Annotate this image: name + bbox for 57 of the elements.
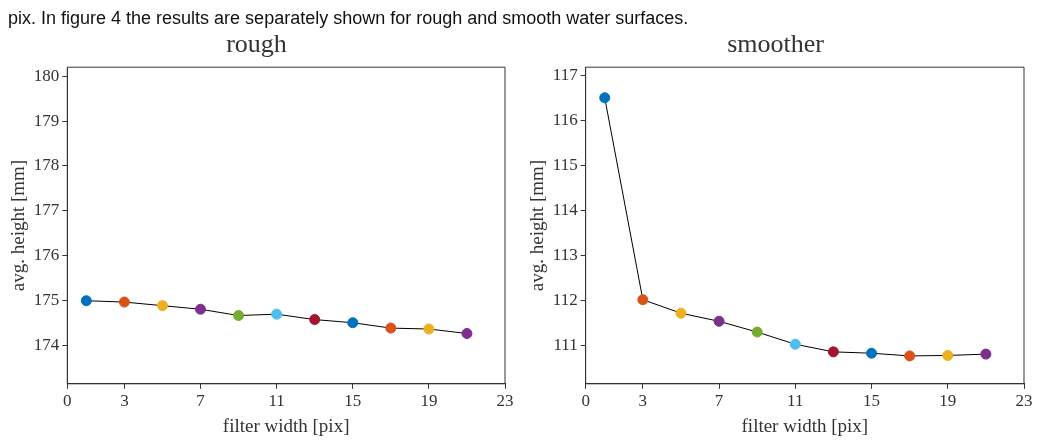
x-tick-label: 3 <box>120 391 129 411</box>
point <box>675 307 687 319</box>
x-tick-label: 23 <box>1015 391 1033 411</box>
point <box>118 296 130 308</box>
y-tick-label: 116 <box>552 109 578 129</box>
y-tick-label: 117 <box>552 64 579 84</box>
x-tick-label: 11 <box>787 391 804 411</box>
x-tick-label: 0 <box>581 391 590 411</box>
x-tick-label: 23 <box>496 391 514 411</box>
x-tick-label: 11 <box>268 391 285 411</box>
y-tick-label: 115 <box>552 154 578 174</box>
point <box>195 303 207 315</box>
y-tick-label: 111 <box>553 334 578 354</box>
text: pix. In figure 4 the results are separately shown for rough and smooth water surfaces. <box>8 8 690 28</box>
x-tick-label: 7 <box>196 391 206 411</box>
point <box>942 349 954 361</box>
chart-title: rough <box>226 29 287 59</box>
y-tick-label: 179 <box>33 110 60 130</box>
point <box>423 323 435 335</box>
point <box>156 300 168 312</box>
y-tick-label: 180 <box>33 65 60 85</box>
point <box>827 346 839 358</box>
x-tick-label: 19 <box>420 391 438 411</box>
y-axis-title: avg. height [mm] <box>7 159 29 292</box>
y-tick-label: 175 <box>33 290 60 310</box>
point <box>866 347 878 359</box>
point <box>309 314 321 326</box>
x-tick-label: 19 <box>939 391 957 411</box>
x-tick-label: 3 <box>638 391 648 411</box>
y-tick-label: 112 <box>552 289 578 309</box>
point <box>637 294 649 306</box>
x-tick-label: 15 <box>344 391 362 411</box>
point <box>904 350 916 362</box>
point <box>233 310 245 322</box>
y-tick-label: 176 <box>33 245 60 265</box>
point <box>271 308 283 320</box>
x-tick-label: 0 <box>63 391 72 411</box>
point <box>599 92 611 104</box>
point <box>347 317 359 329</box>
point <box>461 328 473 339</box>
point <box>385 322 397 334</box>
x-tick-label: 7 <box>714 391 724 411</box>
y-tick-label: 113 <box>552 244 578 264</box>
x-axis-title: filter width [pix] <box>741 414 869 436</box>
y-tick-label: 178 <box>33 155 60 175</box>
y-tick-label: 114 <box>552 199 579 219</box>
point <box>789 338 801 350</box>
point <box>80 295 92 307</box>
point <box>713 315 725 327</box>
point <box>751 326 763 338</box>
point <box>980 348 992 360</box>
chart-title: smoother <box>727 29 825 59</box>
y-axis-title: avg. height [mm] <box>526 159 548 292</box>
y-tick-label: 177 <box>33 200 60 220</box>
x-axis-title: filter width [pix] <box>222 414 350 436</box>
x-tick-label: 15 <box>863 391 881 411</box>
y-tick-label: 174 <box>33 335 60 355</box>
